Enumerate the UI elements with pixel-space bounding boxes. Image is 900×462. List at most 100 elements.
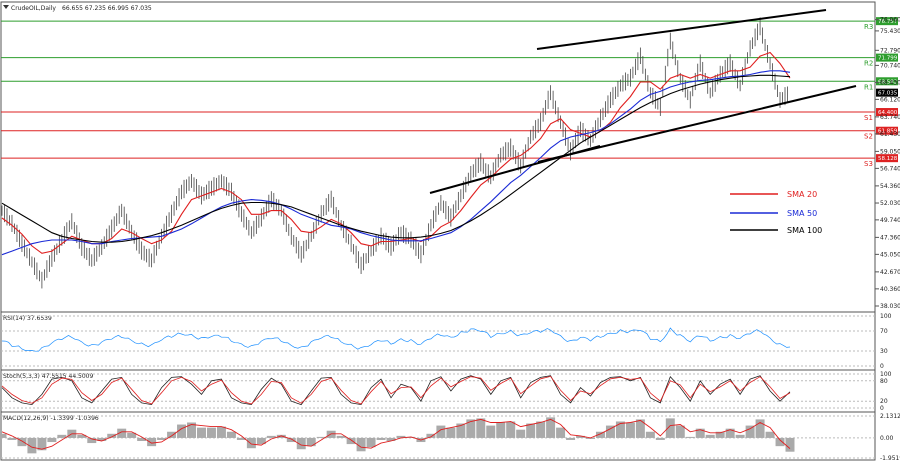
level-tag-r3: [876, 17, 898, 26]
macd-bar: [7, 437, 17, 440]
macd-bar: [785, 437, 795, 452]
macd-bar: [276, 434, 286, 438]
price-tick-label: 54.360: [880, 183, 900, 190]
price-tick-label: 66.120: [880, 96, 900, 103]
macd-bar: [137, 437, 147, 442]
macd-label: MACD(12,26,9) -1.3399 -1.0396: [3, 415, 99, 422]
series-line-sma20: [1, 51, 791, 254]
macd-bar: [226, 431, 236, 438]
level-value-r3: 76.757: [878, 19, 898, 25]
level-tag-s1: [876, 108, 898, 117]
macd-bar: [725, 428, 735, 438]
price-tick-label: 49.740: [880, 217, 900, 224]
price-tick-label: 63.740: [880, 114, 900, 121]
rsi-tick-label: 0: [880, 363, 884, 370]
price-tick-label: 68.430: [880, 79, 900, 86]
macd-bar: [556, 427, 566, 438]
macd-bar: [147, 437, 157, 447]
macd-bar: [615, 421, 625, 438]
macd-bar: [167, 431, 177, 438]
macd-bar: [745, 425, 755, 438]
macd-bar: [0, 433, 7, 438]
rsi-panel: 100 70 30 0: [1, 313, 892, 370]
level-tag-r2: [876, 53, 898, 62]
stoch-label: Stoch(5,3,3) 47.5515 44.5009: [3, 373, 94, 380]
ohlc-label: 66.655 67.235 66.995 67.035: [62, 5, 152, 12]
macd-bar: [526, 423, 536, 438]
macd-bar: [386, 437, 396, 442]
macd-bar: [236, 437, 246, 440]
level-tag-s3: [876, 154, 898, 163]
macd-bar: [286, 437, 296, 443]
macd-bar: [316, 436, 326, 438]
stoch-tick-label: 0: [880, 405, 884, 412]
macd-bar: [27, 437, 37, 454]
macd-bar: [675, 425, 685, 438]
macd-bar: [57, 434, 67, 438]
macd-bar: [645, 431, 655, 438]
macd-bar: [256, 437, 266, 445]
price-tick-label: 72.790: [880, 47, 900, 54]
macd-bar: [546, 417, 556, 438]
macd-bar: [665, 418, 675, 438]
macd-bar: [117, 428, 127, 438]
price-tick-label: 42.670: [880, 269, 900, 276]
support-trendline[interactable]: [429, 145, 601, 194]
macd-bar: [246, 437, 256, 449]
macd-bar: [456, 423, 466, 438]
macd-bar: [37, 437, 47, 451]
chevron-down-icon[interactable]: [3, 5, 9, 9]
macd-tick-label: 0.00: [880, 435, 894, 442]
macd-bar: [47, 437, 57, 443]
macd-bar: [17, 437, 27, 447]
level-tag-r1: [876, 77, 898, 86]
level-name-s3: S3: [864, 160, 873, 168]
series-line-sma50: [1, 70, 791, 256]
macd-bar: [586, 437, 595, 439]
price-tick-label: 70.740: [880, 62, 900, 69]
macd-bar: [376, 437, 386, 440]
macd-bar: [107, 433, 117, 438]
rsi-tick-label: 100: [880, 313, 892, 320]
legend-label-sma20: SMA 20: [787, 190, 817, 199]
macd-bar: [625, 422, 635, 438]
macd-bar: [655, 437, 665, 440]
rsi-tick-label: 70: [880, 328, 888, 335]
price-tick-label: 75.430: [880, 28, 900, 35]
macd-bar: [466, 419, 476, 438]
macd-bar: [476, 418, 486, 438]
rsi-label: RSI(14) 37.6539: [3, 315, 52, 322]
macd-bar: [765, 431, 775, 438]
price-tick-label: 59.050: [880, 148, 900, 155]
price-tick-label: 56.740: [880, 165, 900, 172]
macd-bar: [605, 425, 615, 438]
macd-bar: [735, 434, 745, 438]
macd-bar: [635, 419, 645, 438]
legend-label-sma50: SMA 50: [787, 209, 817, 218]
level-value-s2: 61.859: [878, 129, 898, 135]
macd-bar: [446, 427, 456, 438]
legend: SMA 20 SMA 50 SMA 100: [730, 190, 822, 235]
price-chart: [1, 17, 791, 289]
macd-tick-label: 2.1312: [880, 413, 900, 420]
price-tick-label: 38.030: [880, 303, 900, 310]
macd-bar: [536, 421, 546, 438]
series-line-sma100: [1, 74, 791, 243]
macd-bar: [695, 428, 705, 438]
stoch-line-main: [1, 375, 791, 406]
macd-bar: [346, 437, 356, 445]
price-tick-label: 45.050: [880, 251, 900, 258]
macd-bar: [177, 424, 187, 438]
price-tick-label: 40.360: [880, 286, 900, 293]
level-name-r3: R3: [864, 23, 873, 31]
macd-bar: [127, 432, 137, 438]
macd-bar: [306, 437, 316, 447]
legend-label-sma100: SMA 100: [787, 226, 822, 235]
level-name-r2: R2: [864, 60, 873, 68]
symbol-label: CrudeOIL,Daily: [11, 5, 56, 12]
price-tick-label: 61.430: [880, 131, 900, 138]
macd-bar: [506, 421, 516, 438]
macd-bar: [566, 437, 576, 440]
upper-trendline[interactable]: [536, 9, 827, 50]
